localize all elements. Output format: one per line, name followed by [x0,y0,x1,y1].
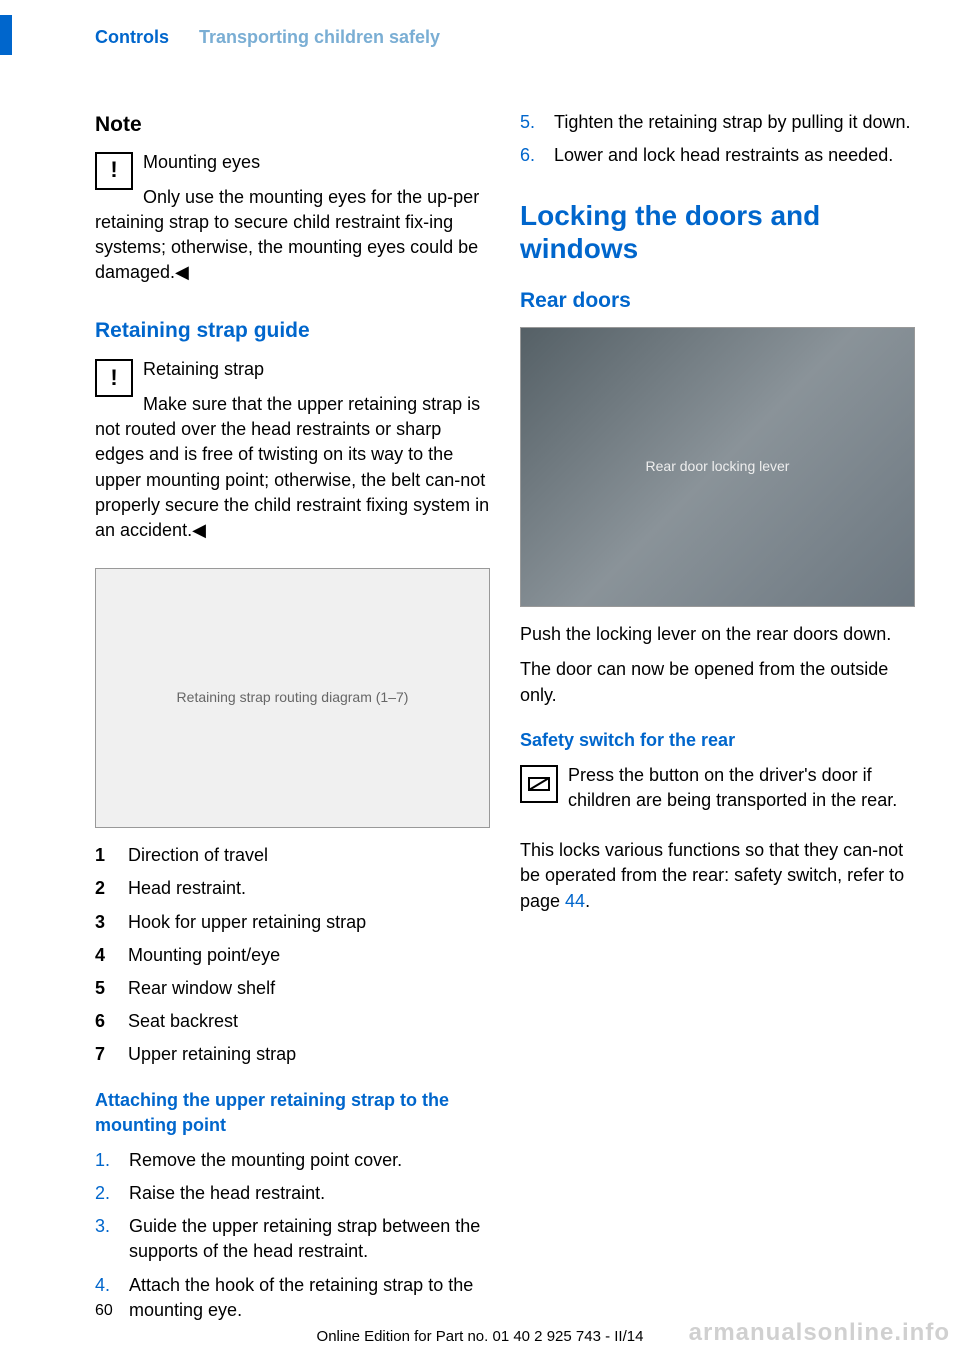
blue-side-tab [0,15,12,55]
step-item: 3. Guide the upper retaining strap betwe… [95,1214,490,1264]
safety-p2-b: . [585,891,590,911]
warning-icon: ! [95,359,133,397]
legend-num: 1 [95,843,113,868]
safety-switch-heading: Safety switch for the rear [520,728,915,753]
legend-text: Hook for upper retaining strap [128,910,366,935]
step-item: 5. Tighten the retaining strap by pullin… [520,110,915,135]
warning-title: Retaining strap [95,357,490,382]
warning-body: Make sure that the upper retaining strap… [95,392,490,543]
photo-placeholder-text: Rear door locking lever [646,457,790,477]
legend-item: 6 Seat backrest [95,1009,490,1034]
step-num: 5. [520,110,542,135]
attach-steps: 1. Remove the mounting point cover. 2. R… [95,1148,490,1323]
watermark: armanualsonline.info [689,1316,950,1350]
legend-item: 2 Head restraint. [95,876,490,901]
rear-doors-p1: Push the locking lever on the rear doors… [520,622,915,647]
step-text: Guide the upper retaining strap between … [129,1214,490,1264]
step-text: Lower and lock head restraints as needed… [554,143,893,168]
step-item: 6. Lower and lock head restraints as nee… [520,143,915,168]
page-ref-link[interactable]: 44 [565,891,585,911]
legend-num: 7 [95,1042,113,1067]
right-column: 5. Tighten the retaining strap by pullin… [520,80,915,1331]
warning-body: Only use the mounting eyes for the up‐pe… [95,185,490,286]
step-num: 6. [520,143,542,168]
legend-list: 1 Direction of travel 2 Head restraint. … [95,843,490,1067]
legend-text: Rear window shelf [128,976,275,1001]
step-text: Raise the head restraint. [129,1181,325,1206]
warning-icon: ! [95,152,133,190]
legend-text: Direction of travel [128,843,268,868]
warning-retaining-strap: ! Retaining strap Make sure that the upp… [95,357,490,553]
step-item: 1. Remove the mounting point cover. [95,1148,490,1173]
step-text: Remove the mounting point cover. [129,1148,402,1173]
rear-doors-heading: Rear doors [520,286,915,315]
step-text: Attach the hook of the retaining strap t… [129,1273,490,1323]
legend-text: Seat backrest [128,1009,238,1034]
step-num: 2. [95,1181,117,1206]
page-header: Controls Transporting children safely [0,0,960,50]
legend-text: Head restraint. [128,876,246,901]
content-columns: Note ! Mounting eyes Only use the mounti… [0,50,960,1331]
legend-num: 2 [95,876,113,901]
warning-title: Mounting eyes [95,150,490,175]
strap-diagram: Retaining strap routing diagram (1–7) [95,568,490,828]
legend-item: 1 Direction of travel [95,843,490,868]
legend-num: 4 [95,943,113,968]
safety-p2: This locks various functions so that the… [520,838,915,914]
step-num: 1. [95,1148,117,1173]
legend-num: 6 [95,1009,113,1034]
header-chapter: Transporting children safely [199,25,440,50]
attach-steps-continued: 5. Tighten the retaining strap by pullin… [520,110,915,168]
diagram-placeholder-text: Retaining strap routing diagram (1–7) [177,688,409,708]
page-number: 60 [95,1300,113,1322]
step-item: 4. Attach the hook of the retaining stra… [95,1273,490,1323]
rear-door-photo: Rear door locking lever [520,327,915,607]
step-item: 2. Raise the head restraint. [95,1181,490,1206]
legend-item: 7 Upper retaining strap [95,1042,490,1067]
left-column: Note ! Mounting eyes Only use the mounti… [95,80,490,1331]
legend-item: 4 Mounting point/eye [95,943,490,968]
step-text: Tighten the retaining strap by pulling i… [554,110,911,135]
window-switch-icon [520,765,558,803]
locking-heading: Locking the doors and windows [520,199,915,266]
safety-switch-block: Press the button on the driver's door if… [520,763,915,823]
warning-mounting-eyes: ! Mounting eyes Only use the mounting ey… [95,150,490,296]
header-section: Controls [95,25,169,50]
legend-item: 3 Hook for upper retaining strap [95,910,490,935]
retaining-strap-heading: Retaining strap guide [95,316,490,345]
attaching-heading: Attaching the upper retaining strap to t… [95,1088,490,1138]
note-heading: Note [95,110,490,139]
safety-p1: Press the button on the driver's door if… [520,763,915,813]
legend-num: 3 [95,910,113,935]
legend-text: Mounting point/eye [128,943,280,968]
legend-num: 5 [95,976,113,1001]
legend-text: Upper retaining strap [128,1042,296,1067]
legend-item: 5 Rear window shelf [95,976,490,1001]
rear-doors-p2: The door can now be opened from the outs… [520,657,915,707]
step-num: 3. [95,1214,117,1264]
